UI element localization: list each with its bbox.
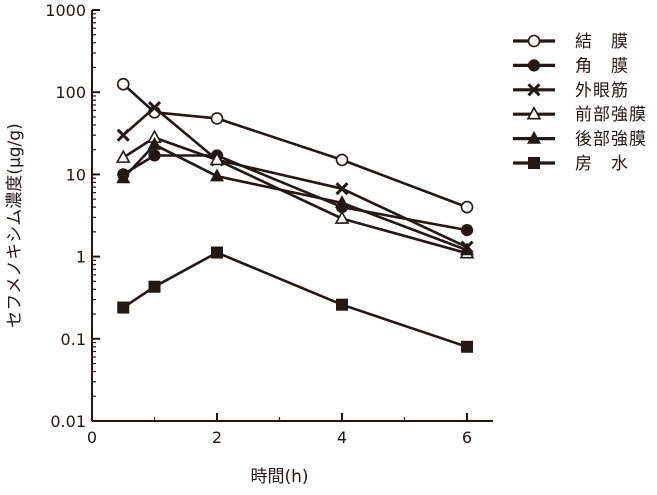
chart-axes: [91, 10, 493, 422]
y-tick-label: 10: [66, 165, 86, 184]
chart-ticks: 0.01 0.1 1 10 100 1000 0 2 4 6: [45, 1, 472, 447]
series-line: [122, 251, 468, 349]
data-point: [116, 128, 130, 142]
chart-series: [115, 77, 475, 353]
y-axis-title: セフメノキシム濃度(μg/g): [5, 123, 25, 327]
data-point: [334, 210, 350, 224]
data-point: [335, 153, 349, 167]
data-point: [460, 200, 474, 214]
legend-marker: [526, 106, 542, 120]
data-point: [116, 170, 131, 184]
legend-item: 前部強膜: [513, 105, 647, 125]
data-point: [459, 242, 475, 256]
x-tick-label: 4: [337, 428, 347, 447]
legend-marker: [527, 34, 541, 48]
x-axis-title: 時間(h): [250, 467, 308, 487]
legend-label: 外眼筋: [575, 81, 629, 101]
data-point: [335, 182, 349, 196]
data-point: [210, 112, 224, 125]
legend-label: 後部強膜: [575, 130, 647, 150]
data-point: [334, 195, 350, 209]
y-tick-label: 1000: [45, 1, 86, 20]
y-tick-label: 1: [76, 248, 86, 267]
legend-label: 房 水: [575, 154, 629, 174]
legend-item: 後部強膜: [513, 130, 647, 150]
legend-item: 結 膜: [513, 32, 629, 52]
legend-item: 角 膜: [513, 56, 629, 76]
legend-label: 角 膜: [575, 56, 629, 76]
data-point: [460, 224, 474, 237]
data-point: [209, 168, 225, 182]
data-point: [336, 298, 348, 311]
legend-marker: [527, 83, 541, 97]
legend-item: 外眼筋: [513, 81, 629, 101]
x-tick-label: 2: [212, 428, 222, 447]
legend-label: 前部強膜: [575, 105, 647, 125]
x-tick-label: 0: [87, 428, 97, 447]
series-3: [116, 101, 474, 254]
x-tick-label: 6: [462, 428, 472, 447]
data-point: [148, 149, 161, 162]
legend-marker: [527, 59, 541, 72]
y-tick-label: 100: [55, 83, 86, 102]
legend-marker: [528, 157, 540, 169]
y-tick-label: 0.1: [61, 330, 86, 349]
data-point: [147, 136, 162, 150]
data-point: [116, 77, 130, 91]
legend-item: 房 水: [513, 154, 629, 174]
series-line: [122, 106, 468, 249]
series-4: [115, 129, 475, 259]
data-point: [115, 149, 131, 163]
series-5: [116, 136, 475, 256]
series-6: [117, 246, 473, 353]
data-point: [209, 151, 225, 166]
data-point: [117, 301, 130, 314]
data-point: [211, 246, 223, 259]
data-point: [147, 101, 162, 115]
y-tick-label: 0.01: [50, 412, 86, 431]
data-point: [148, 280, 161, 293]
legend-label: 結 膜: [575, 32, 629, 52]
data-point: [461, 340, 473, 353]
legend-marker: [526, 130, 542, 144]
